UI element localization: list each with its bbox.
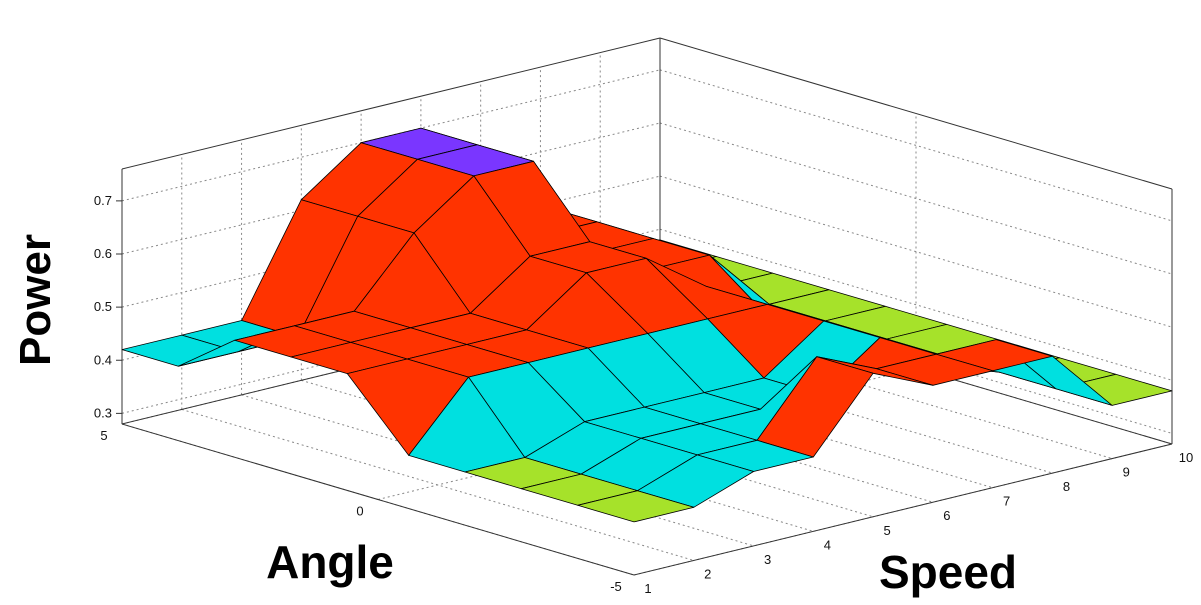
speed-tick-label: 3 bbox=[764, 552, 771, 567]
angle-axis-label: Angle bbox=[266, 536, 394, 588]
speed-tick-label: 6 bbox=[943, 508, 950, 523]
grid-line bbox=[659, 228, 1173, 381]
axes-box-front bbox=[121, 423, 1173, 576]
tick-labels: 0.3 0.4 0.5 0.6 0.7 5 0 -5 1 2 3 4 5 6 7 8 9 10 bbox=[94, 193, 1193, 596]
speed-tick-label: 2 bbox=[704, 566, 711, 581]
box-edge bbox=[121, 423, 635, 576]
z-tick-label: 0.6 bbox=[94, 246, 112, 261]
speed-tick-label: 8 bbox=[1063, 479, 1070, 494]
z-axis-label: Power bbox=[11, 234, 60, 366]
speed-tick-label: 7 bbox=[1003, 494, 1010, 509]
speed-axis-label: Speed bbox=[879, 546, 1017, 598]
box-edge bbox=[633, 443, 1173, 576]
box-edge bbox=[659, 37, 1173, 190]
speed-tick-label: 5 bbox=[883, 523, 890, 538]
z-tick-label: 0.3 bbox=[94, 405, 112, 420]
box-edge bbox=[121, 37, 661, 170]
angle-tick-label: -5 bbox=[610, 579, 622, 594]
angle-tick-label: 5 bbox=[100, 428, 107, 443]
speed-tick-label: 10 bbox=[1179, 450, 1193, 465]
z-tick-label: 0.7 bbox=[94, 193, 112, 208]
z-tick-label: 0.4 bbox=[94, 352, 112, 367]
speed-tick-label: 4 bbox=[824, 537, 831, 552]
angle-tick-label: 0 bbox=[356, 504, 363, 519]
surface-mesh bbox=[121, 127, 1173, 523]
surface-facet bbox=[577, 490, 695, 523]
speed-tick-label: 1 bbox=[644, 581, 651, 596]
grid-line bbox=[659, 69, 1173, 222]
z-tick-label: 0.5 bbox=[94, 299, 112, 314]
speed-tick-label: 9 bbox=[1123, 465, 1130, 480]
